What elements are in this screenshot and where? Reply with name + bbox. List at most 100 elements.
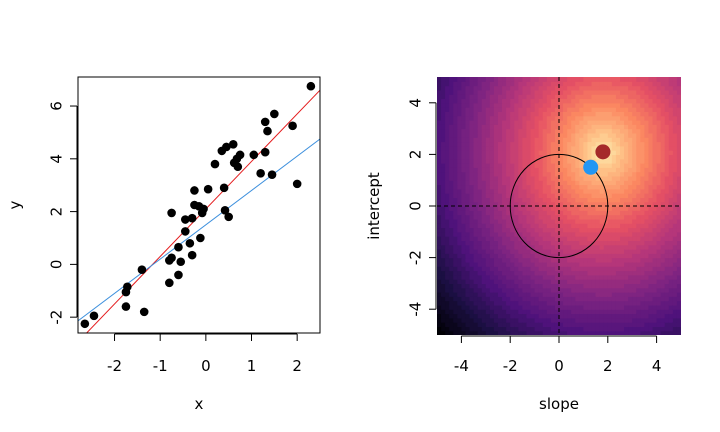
heatmap-cell — [461, 124, 467, 130]
heatmap-cell — [534, 231, 540, 237]
heatmap-cell — [510, 266, 515, 272]
heatmap-cell — [469, 296, 475, 302]
heatmap-cell — [522, 107, 528, 112]
heatmap-cell — [498, 244, 503, 250]
heatmap-cell — [534, 249, 540, 254]
heatmap-cell — [567, 188, 572, 194]
heatmap-cell — [522, 171, 528, 177]
heatmap-cell — [615, 270, 621, 276]
heatmap-cell — [575, 132, 580, 138]
heatmap-cell — [445, 184, 450, 190]
heatmap-cell — [640, 244, 645, 250]
heatmap-cell — [449, 128, 454, 134]
heatmap-cell — [445, 81, 450, 87]
heatmap-cell — [575, 188, 580, 194]
heatmap-cell — [550, 150, 556, 155]
heatmap-cell — [465, 279, 471, 284]
heatmap-cell — [534, 326, 540, 332]
heatmap-cell — [469, 300, 475, 306]
heatmap-cell — [481, 206, 487, 211]
heatmap-cell — [449, 137, 454, 143]
heatmap-cell — [546, 89, 552, 95]
heatmap-cell — [587, 313, 593, 319]
heatmap-cell — [530, 300, 536, 306]
heatmap-cell — [632, 150, 637, 155]
heatmap-cell — [628, 206, 633, 211]
heatmap-cell — [469, 287, 475, 293]
heatmap-cell — [502, 137, 507, 143]
heatmap-cell — [510, 150, 515, 155]
heatmap-cell — [550, 171, 556, 177]
heatmap-cell — [571, 180, 576, 186]
heatmap-cell — [632, 141, 637, 147]
heatmap-cell — [656, 132, 662, 138]
heatmap-cell — [473, 244, 479, 250]
heatmap-cell — [514, 292, 519, 297]
heatmap-cell — [599, 81, 605, 87]
heatmap-cell — [534, 201, 540, 207]
heatmap-cell — [514, 81, 519, 87]
heatmap-cell — [595, 107, 601, 112]
heatmap-cell — [461, 111, 467, 117]
heatmap-cell — [587, 85, 593, 91]
heatmap-cell — [493, 300, 499, 306]
heatmap-cell — [599, 287, 605, 293]
heatmap-cell — [644, 300, 650, 306]
heatmap-cell — [538, 261, 544, 267]
heatmap-cell — [563, 313, 568, 319]
heatmap-cell — [457, 227, 462, 233]
heatmap-cell — [563, 279, 568, 284]
heatmap-cell — [481, 253, 487, 259]
heatmap-cell — [672, 120, 678, 125]
heatmap-cell — [587, 184, 593, 190]
heatmap-cell — [457, 206, 462, 211]
heatmap-cell — [611, 214, 617, 220]
heatmap-cell — [477, 270, 483, 276]
heatmap-cell — [603, 124, 609, 130]
heatmap-cell — [668, 218, 674, 224]
heatmap-cell — [441, 309, 446, 315]
heatmap-cell — [538, 227, 544, 233]
heatmap-cell — [599, 274, 605, 280]
heatmap-cell — [518, 180, 523, 186]
heatmap-cell — [628, 270, 633, 276]
heatmap-cell — [542, 163, 548, 168]
heatmap-cell — [514, 330, 519, 335]
heatmap-cell — [652, 102, 658, 108]
heatmap-cell — [461, 309, 467, 315]
heatmap-cell — [489, 107, 495, 112]
heatmap-cell — [664, 244, 670, 250]
heatmap-cell — [668, 124, 674, 130]
heatmap-cell — [644, 236, 650, 241]
heatmap-cell — [493, 330, 499, 335]
heatmap-cell — [445, 253, 450, 259]
heatmap-cell — [579, 98, 584, 104]
heatmap-cell — [457, 111, 462, 117]
heatmap-cell — [518, 330, 523, 335]
heatmap-cell — [628, 85, 633, 91]
heatmap-cell — [620, 231, 625, 237]
heatmap-cell — [437, 253, 442, 259]
heatmap-cell — [591, 218, 597, 224]
heatmap-cell — [469, 317, 475, 323]
heatmap-cell — [620, 193, 625, 198]
heatmap-cell — [668, 279, 674, 284]
heatmap-cell — [668, 240, 674, 246]
heatmap-cell — [534, 309, 540, 315]
heatmap-cell — [660, 94, 666, 100]
heatmap-cell — [668, 309, 674, 315]
heatmap-cell — [567, 124, 572, 130]
heatmap-cell — [554, 158, 560, 164]
heatmap-cell — [510, 249, 515, 254]
heatmap-cell — [542, 158, 548, 164]
heatmap-cell — [575, 257, 580, 263]
heatmap-cell — [559, 115, 564, 121]
heatmap-cell — [469, 85, 475, 91]
heatmap-cell — [441, 102, 446, 108]
heatmap-cells — [437, 77, 681, 335]
heatmap-cell — [522, 244, 528, 250]
heatmap-cell — [510, 283, 515, 289]
heatmap-cell — [522, 137, 528, 143]
heatmap-cell — [453, 244, 458, 250]
heatmap-cell — [518, 115, 523, 121]
